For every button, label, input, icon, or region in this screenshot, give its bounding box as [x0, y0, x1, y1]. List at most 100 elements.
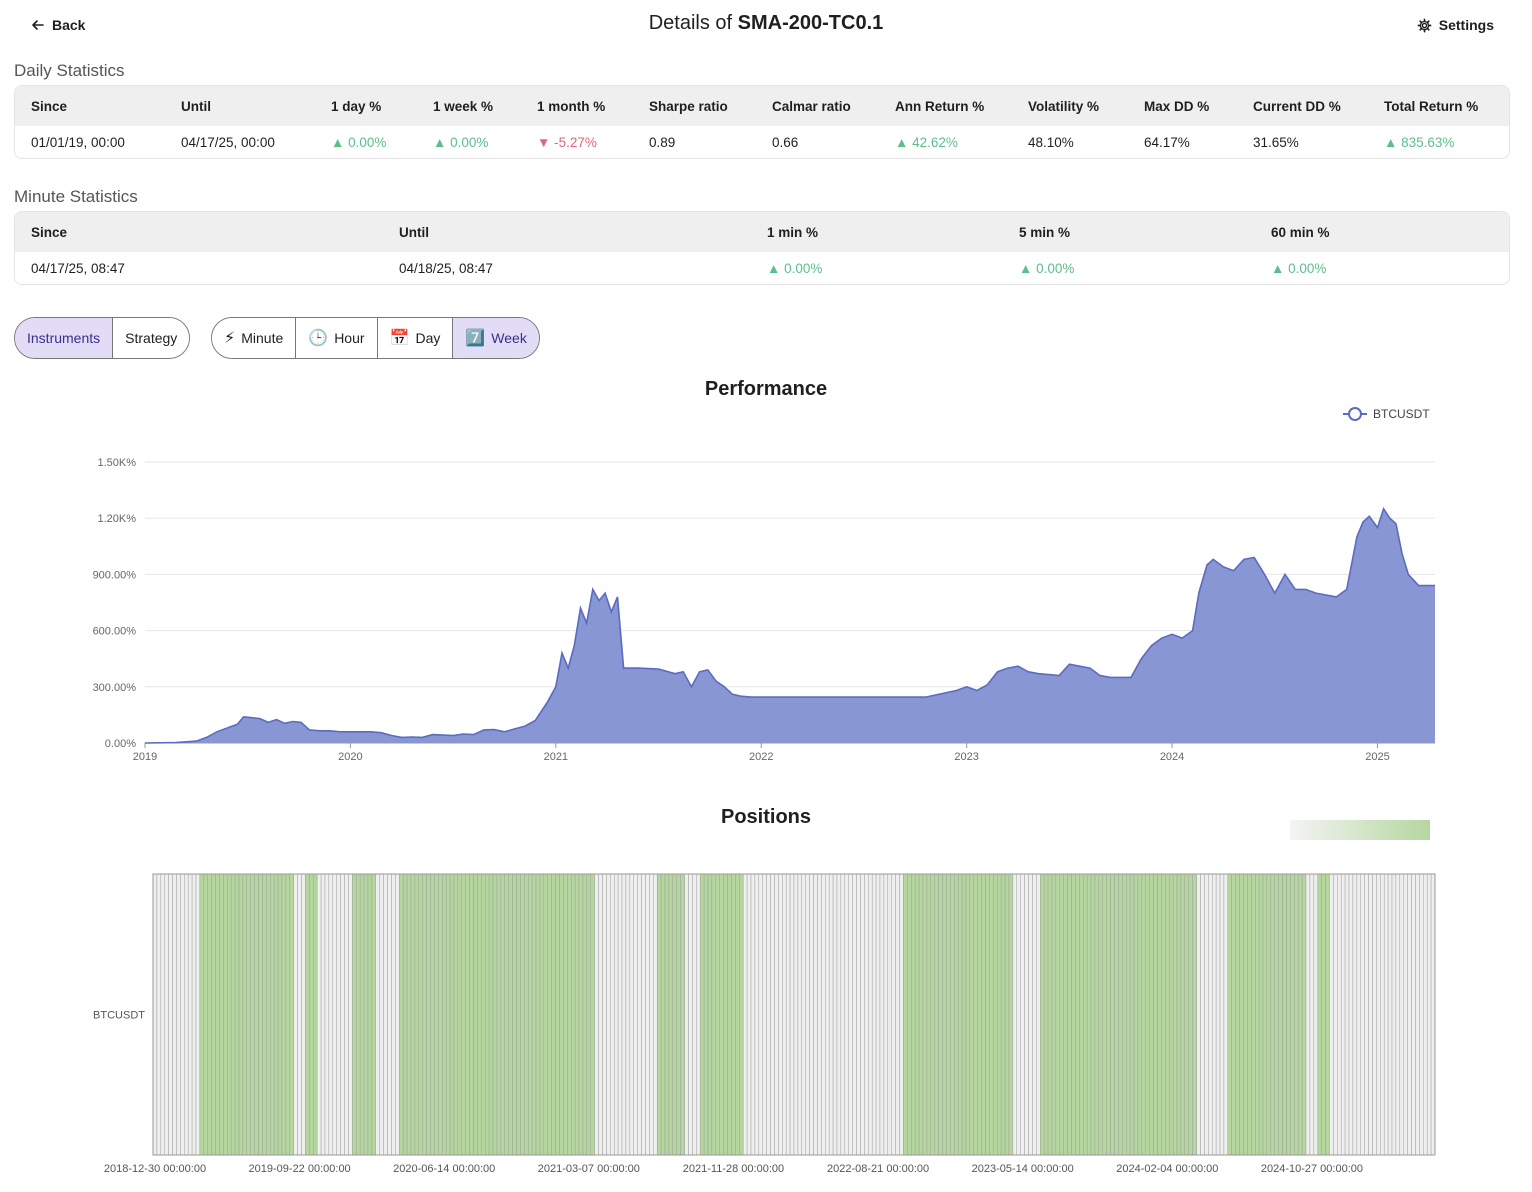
position-cell — [285, 873, 291, 1156]
positions-chart: BTCUSDT 2018-12-30 00:00:00 2019-09-22 00:… — [93, 820, 1436, 1175]
position-cell — [250, 873, 255, 1156]
position-cell — [930, 873, 935, 1156]
position-cell — [289, 873, 294, 1156]
position-cell — [211, 873, 216, 1156]
position-cell — [907, 873, 912, 1156]
position-cell — [485, 873, 490, 1156]
minute-header-since: Since — [31, 224, 68, 240]
position-cell — [754, 873, 760, 1156]
position-cell — [879, 873, 885, 1156]
position-cell — [817, 873, 822, 1156]
position-cell — [1251, 873, 1256, 1156]
position-cell — [688, 873, 693, 1156]
x-tick-label: 2022-08-21 00:00:00 — [827, 1163, 929, 1175]
daily-header-sharpe-ratio: Sharpe ratio — [649, 98, 728, 114]
view-toggle-instruments[interactable]: Instruments — [15, 318, 114, 358]
daily-header-since: Since — [31, 98, 68, 114]
position-cell — [703, 873, 709, 1156]
y-tick-label: 300.00% — [93, 682, 137, 694]
position-cell — [1215, 873, 1221, 1156]
position-cell — [1141, 873, 1146, 1156]
position-cell — [434, 873, 439, 1156]
interval-toggle-week[interactable]: 7️⃣ Week — [453, 318, 539, 358]
position-cell — [418, 873, 423, 1156]
position-cell — [359, 873, 365, 1156]
position-cell — [191, 873, 197, 1156]
daily-statistics-title: Daily Statistics — [14, 61, 125, 80]
position-cell — [234, 873, 240, 1156]
position-cell — [504, 873, 509, 1156]
position-cell — [293, 873, 298, 1156]
back-button[interactable]: Back — [30, 14, 85, 36]
position-cell — [1137, 873, 1143, 1156]
position-cell — [957, 873, 963, 1156]
position-cell — [1372, 873, 1377, 1156]
position-cell — [770, 873, 775, 1156]
position-cell — [911, 873, 916, 1156]
daily-header-ann-return: Ann Return % — [895, 98, 985, 114]
position-cell — [848, 873, 853, 1156]
position-cell — [676, 873, 681, 1156]
interval-toggle-minute[interactable]: ⚡ Minute — [212, 318, 297, 358]
position-cell — [1184, 873, 1189, 1156]
x-tick-label: 2021-03-07 00:00:00 — [538, 1163, 640, 1175]
position-cell — [1079, 873, 1084, 1156]
position-cell — [1063, 873, 1068, 1156]
position-cell — [914, 873, 920, 1156]
gear-icon — [1417, 18, 1432, 32]
position-cell — [1223, 873, 1229, 1156]
position-cell — [825, 873, 830, 1156]
position-cell — [1376, 873, 1381, 1156]
position-cell — [969, 873, 975, 1156]
position-cell — [152, 873, 158, 1156]
position-cell — [653, 873, 658, 1156]
position-cell — [184, 873, 189, 1156]
interval-toggle-hour-label: Hour — [334, 330, 365, 346]
position-cell — [621, 873, 627, 1156]
daily-header-total-return: Total Return % — [1384, 98, 1479, 114]
position-cell — [785, 873, 791, 1156]
view-toggle-strategy[interactable]: Strategy — [113, 318, 190, 358]
position-cell — [1180, 873, 1186, 1156]
position-cell — [570, 873, 576, 1156]
position-cell — [950, 873, 955, 1156]
position-cell — [1036, 873, 1041, 1156]
position-cell — [875, 873, 881, 1156]
position-cell — [328, 873, 334, 1156]
position-cell — [1004, 873, 1010, 1156]
position-cell — [1024, 873, 1029, 1156]
position-cell — [449, 873, 455, 1156]
position-cell — [1360, 873, 1365, 1156]
interval-toggle-day[interactable]: 📅 Day — [377, 318, 454, 358]
position-cell — [1028, 873, 1033, 1156]
position-cell — [1098, 873, 1104, 1156]
position-cell — [258, 873, 263, 1156]
position-cell — [465, 873, 470, 1156]
position-cell — [723, 873, 728, 1156]
position-cell — [1423, 873, 1428, 1156]
position-cell — [1274, 873, 1279, 1156]
settings-button[interactable]: Settings — [1417, 14, 1494, 36]
position-cell — [727, 873, 732, 1156]
series-line-btcusdt — [144, 506, 1435, 744]
position-cell — [1262, 873, 1268, 1156]
position-cell — [262, 873, 267, 1156]
position-cell — [641, 873, 646, 1156]
x-tick-label: 2022 — [749, 751, 773, 763]
position-cell — [1317, 873, 1322, 1156]
position-cell — [1172, 873, 1178, 1156]
position-cell — [399, 873, 404, 1156]
position-cell — [1391, 873, 1397, 1156]
daily-statistics-value-row: 01/01/19, 00:00 04/17/25, 00:00 ▲ 0.00% ▲ 0… — [15, 126, 1509, 158]
position-cell — [156, 873, 162, 1156]
minute-statistics-table: Since Until 1 min % 5 min % 60 min % 04/17/2… — [14, 211, 1510, 285]
position-cell — [926, 873, 932, 1156]
x-tick-label: 2020 — [338, 751, 362, 763]
position-cell — [664, 873, 670, 1156]
position-cell — [430, 873, 435, 1156]
position-cell — [270, 873, 275, 1156]
legend-btcusdt[interactable]: BTCUSDT — [1343, 407, 1430, 421]
interval-toggle-hour[interactable]: 🕒 Hour — [296, 318, 378, 358]
position-cell — [1325, 873, 1330, 1156]
position-cell — [500, 873, 505, 1156]
